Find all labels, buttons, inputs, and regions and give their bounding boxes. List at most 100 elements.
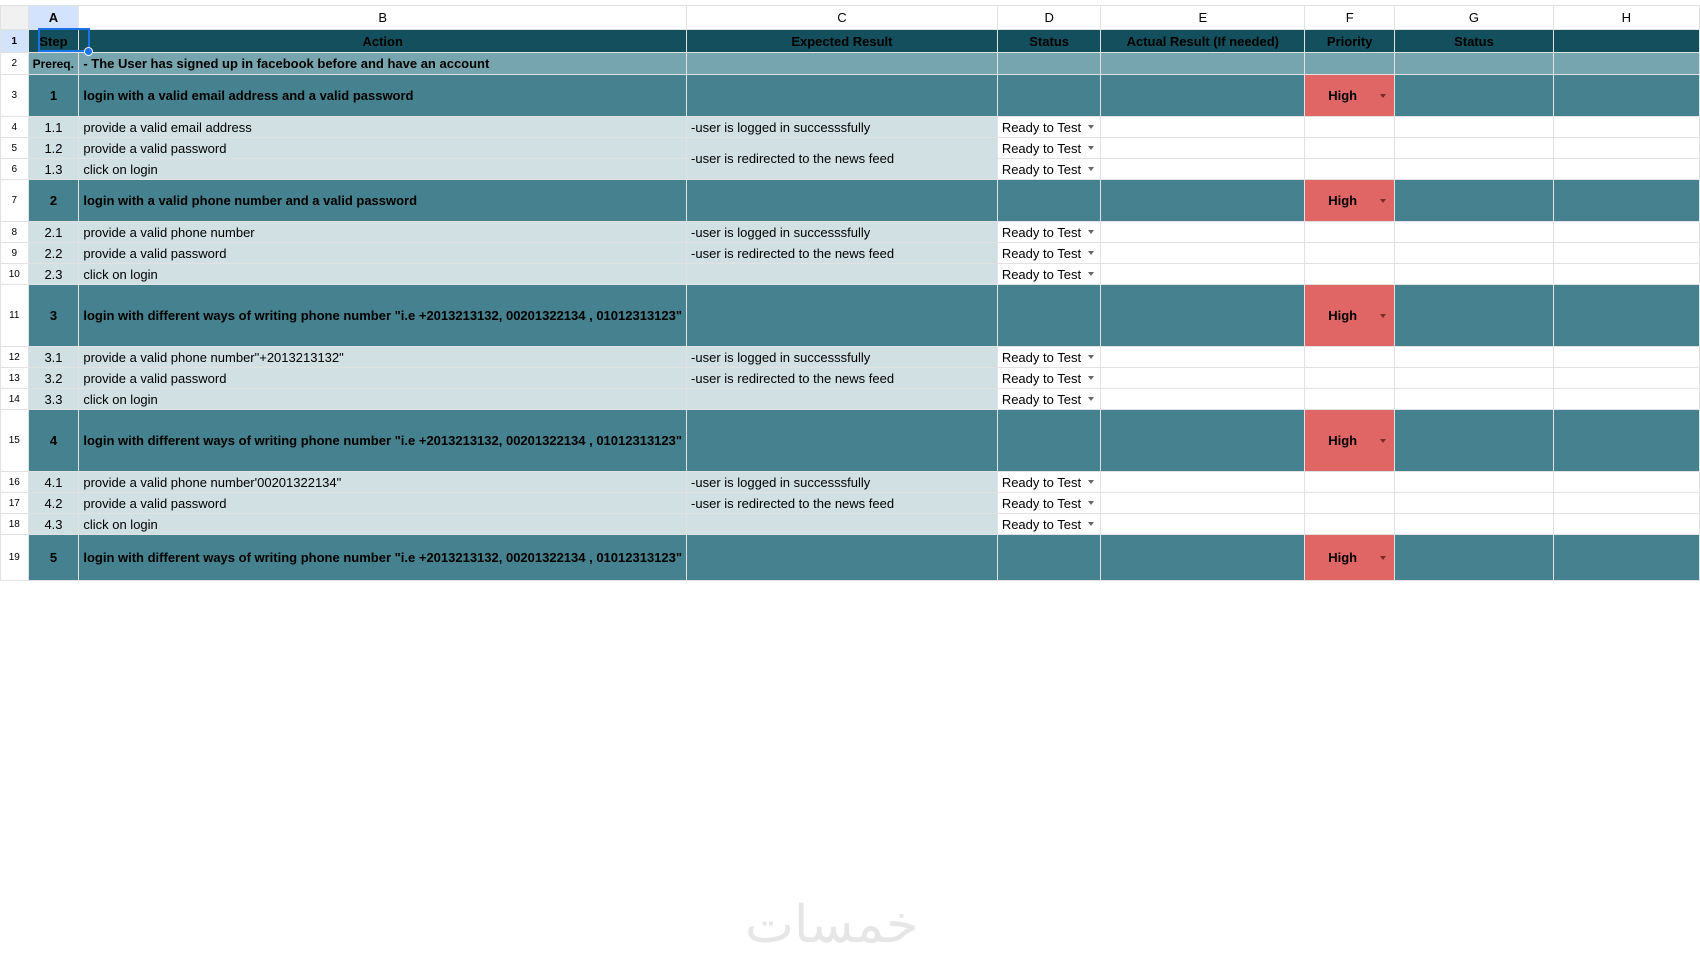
- header-cell[interactable]: Action: [78, 29, 688, 53]
- status-dropdown[interactable]: Ready to Test: [996, 367, 1102, 389]
- row-number[interactable]: 17: [0, 492, 29, 514]
- action-cell[interactable]: provide a valid password: [78, 137, 688, 159]
- status-cell[interactable]: [1394, 367, 1554, 389]
- status-cell[interactable]: [1394, 492, 1554, 514]
- expected-result-cell[interactable]: -user is redirected to the news feed: [686, 242, 998, 264]
- status-cell[interactable]: [1394, 116, 1554, 138]
- action-cell[interactable]: provide a valid email address: [78, 116, 688, 138]
- cell[interactable]: [686, 74, 998, 117]
- action-cell[interactable]: provide a valid phone number'00201322134…: [78, 471, 688, 493]
- cell[interactable]: [1100, 534, 1306, 581]
- cell[interactable]: [1394, 284, 1554, 347]
- cell[interactable]: [1552, 284, 1700, 347]
- row-number[interactable]: 6: [0, 158, 29, 180]
- column-header-F[interactable]: F: [1304, 5, 1396, 30]
- priority-cell[interactable]: [1304, 513, 1396, 535]
- dropdown-arrow-icon[interactable]: [1088, 480, 1095, 484]
- status-dropdown[interactable]: Ready to Test: [996, 471, 1102, 493]
- cell[interactable]: [1394, 74, 1554, 117]
- status-dropdown[interactable]: Ready to Test: [996, 388, 1102, 410]
- cell[interactable]: [1100, 179, 1306, 222]
- dropdown-arrow-icon[interactable]: [1088, 272, 1095, 276]
- spreadsheet-grid[interactable]: A B C D E F G H 1 Step Action Expected Result Status…: [0, 5, 1700, 581]
- cell[interactable]: [1100, 74, 1306, 117]
- priority-cell[interactable]: [1304, 263, 1396, 285]
- row-number[interactable]: 4: [0, 116, 29, 138]
- expected-result-cell[interactable]: [686, 513, 998, 535]
- cell[interactable]: [1552, 52, 1700, 75]
- cell[interactable]: [1552, 263, 1700, 285]
- action-cell[interactable]: provide a valid phone number"+2013213132…: [78, 346, 688, 368]
- actual-result-cell[interactable]: [1100, 263, 1306, 285]
- header-cell[interactable]: [1552, 29, 1700, 53]
- priority-dropdown[interactable]: High: [1304, 74, 1396, 117]
- cell[interactable]: [996, 534, 1102, 581]
- column-header-H[interactable]: H: [1552, 5, 1700, 30]
- status-cell[interactable]: [1394, 471, 1554, 493]
- dropdown-arrow-icon[interactable]: [1088, 146, 1095, 150]
- expected-result-cell[interactable]: -user is logged in successsfully: [686, 471, 998, 493]
- actual-result-cell[interactable]: [1100, 367, 1306, 389]
- cell[interactable]: [686, 409, 998, 472]
- status-dropdown[interactable]: Ready to Test: [996, 263, 1102, 285]
- test-case-title[interactable]: login with different ways of writing pho…: [78, 284, 688, 347]
- column-header-A[interactable]: A: [27, 5, 80, 30]
- row-number[interactable]: 8: [0, 221, 29, 243]
- expected-result-cell[interactable]: [686, 263, 998, 285]
- cell[interactable]: [686, 534, 998, 581]
- cell[interactable]: [1552, 179, 1700, 222]
- step-number[interactable]: 5: [27, 534, 80, 581]
- actual-result-cell[interactable]: [1100, 137, 1306, 159]
- cell[interactable]: [1552, 492, 1700, 514]
- action-cell[interactable]: click on login: [78, 263, 688, 285]
- dropdown-arrow-icon[interactable]: [1088, 167, 1095, 171]
- status-dropdown[interactable]: Ready to Test: [996, 116, 1102, 138]
- select-all-corner[interactable]: [0, 5, 29, 30]
- dropdown-arrow-icon[interactable]: [1088, 251, 1095, 255]
- actual-result-cell[interactable]: [1100, 242, 1306, 264]
- column-header-E[interactable]: E: [1100, 5, 1306, 30]
- expected-result-cell[interactable]: [686, 388, 998, 410]
- step-number[interactable]: 4.1: [27, 471, 80, 493]
- step-number[interactable]: 4.3: [27, 513, 80, 535]
- priority-dropdown[interactable]: High: [1304, 409, 1396, 472]
- cell[interactable]: [1394, 179, 1554, 222]
- step-number[interactable]: 3: [27, 284, 80, 347]
- test-case-title[interactable]: login with a valid phone number and a va…: [78, 179, 688, 222]
- expected-result-cell[interactable]: -user is logged in successsfully: [686, 116, 998, 138]
- step-number[interactable]: 3.2: [27, 367, 80, 389]
- cell[interactable]: [1394, 52, 1554, 75]
- cell[interactable]: [1552, 137, 1700, 159]
- cell[interactable]: [996, 74, 1102, 117]
- dropdown-arrow-icon[interactable]: [1088, 125, 1095, 129]
- header-cell[interactable]: Step: [27, 29, 80, 53]
- cell[interactable]: [1100, 52, 1306, 75]
- cell[interactable]: [1552, 116, 1700, 138]
- step-number[interactable]: 1: [27, 74, 80, 117]
- row-number[interactable]: 1: [0, 29, 29, 53]
- status-dropdown[interactable]: Ready to Test: [996, 137, 1102, 159]
- row-number[interactable]: 2: [0, 52, 29, 75]
- status-dropdown[interactable]: Ready to Test: [996, 492, 1102, 514]
- dropdown-arrow-icon[interactable]: [1380, 198, 1387, 203]
- actual-result-cell[interactable]: [1100, 158, 1306, 180]
- step-number[interactable]: 3.1: [27, 346, 80, 368]
- priority-cell[interactable]: [1304, 137, 1396, 159]
- dropdown-arrow-icon[interactable]: [1088, 355, 1095, 359]
- dropdown-arrow-icon[interactable]: [1088, 230, 1095, 234]
- action-cell[interactable]: provide a valid password: [78, 367, 688, 389]
- step-number[interactable]: 2.1: [27, 221, 80, 243]
- cell[interactable]: [996, 179, 1102, 222]
- priority-dropdown[interactable]: High: [1304, 179, 1396, 222]
- cell[interactable]: [1552, 221, 1700, 243]
- priority-dropdown[interactable]: High: [1304, 284, 1396, 347]
- row-number[interactable]: 12: [0, 346, 29, 368]
- cell[interactable]: [1552, 242, 1700, 264]
- status-dropdown[interactable]: Ready to Test: [996, 221, 1102, 243]
- priority-cell[interactable]: [1304, 221, 1396, 243]
- cell[interactable]: [1304, 52, 1396, 75]
- cell[interactable]: [996, 52, 1102, 75]
- status-dropdown[interactable]: Ready to Test: [996, 346, 1102, 368]
- action-cell[interactable]: click on login: [78, 158, 688, 180]
- row-number[interactable]: 11: [0, 284, 29, 347]
